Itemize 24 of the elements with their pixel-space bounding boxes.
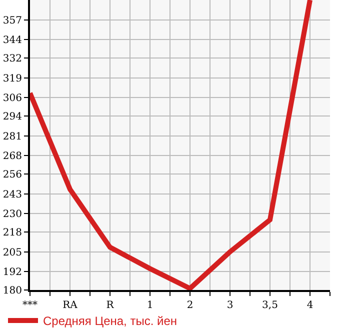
y-tick-label: 357 [2,15,22,26]
y-tick-label: 230 [2,209,22,220]
x-tick-label: 1 [146,300,154,311]
y-tick-label: 256 [2,170,22,180]
y-tick-label: 332 [2,54,22,64]
y-tick-label: 192 [2,267,22,278]
x-tick-label: 3,5 [262,300,278,311]
y-tick-label: 344 [2,35,22,46]
y-tick-label: 306 [2,93,22,104]
y-tick-label: 319 [2,73,22,84]
x-tick-label: 3 [226,300,234,311]
x-tick-label: R [106,300,114,311]
y-tick-label: 243 [2,189,22,200]
x-tick-label: 2 [186,300,194,311]
legend-label: Средняя Цена, тыс. йен [43,314,178,328]
y-tick-label: 180 [2,286,22,296]
y-tick-label: 294 [2,112,22,122]
y-tick-label: 205 [2,247,22,258]
x-tick-label: *** [22,300,38,311]
y-tick-label: 281 [2,131,22,142]
y-tick-label: 268 [2,151,22,162]
y-tick-label: 218 [2,228,22,238]
x-tick-label: 4 [306,300,314,311]
x-tick-label: RA [62,300,78,311]
